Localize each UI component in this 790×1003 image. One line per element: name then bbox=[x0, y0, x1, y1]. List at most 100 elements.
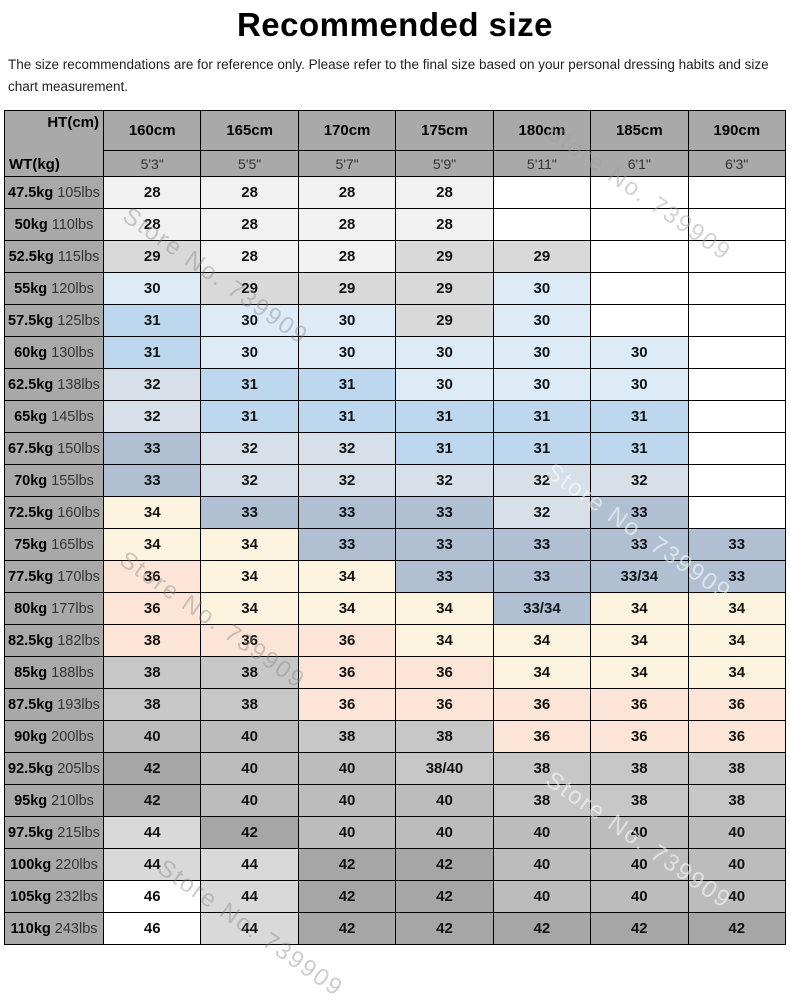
size-cell: 38 bbox=[590, 752, 689, 786]
weight-lbs: 110lbs bbox=[51, 216, 94, 233]
size-cell: 42 bbox=[687, 912, 787, 946]
size-cell: 44 bbox=[102, 848, 202, 882]
size-cell: 33 bbox=[395, 528, 494, 562]
size-cell: 42 bbox=[102, 784, 202, 818]
table-row: 85kg 188lbs 38 38 36 36 34 34 34 bbox=[4, 656, 787, 690]
size-cell: 46 bbox=[102, 880, 202, 914]
table-row: 47.5kg 105lbs 28 28 28 28 bbox=[4, 176, 787, 210]
size-cell: 40 bbox=[590, 848, 689, 882]
size-cell bbox=[687, 496, 787, 530]
size-cell: 38 bbox=[687, 784, 787, 818]
weight-lbs: 200lbs bbox=[51, 728, 94, 745]
size-cell bbox=[687, 464, 787, 498]
weight-row-label: 55kg 120lbs bbox=[4, 272, 104, 306]
weight-lbs: 205lbs bbox=[57, 760, 100, 777]
weight-lbs: 188lbs bbox=[51, 664, 94, 681]
size-cell: 30 bbox=[297, 304, 397, 338]
size-cell: 33 bbox=[297, 496, 397, 530]
weight-kg: 105kg bbox=[10, 888, 52, 905]
size-cell: 36 bbox=[590, 688, 689, 722]
size-cell bbox=[590, 208, 689, 242]
weight-row-label: 100kg 220lbs bbox=[4, 848, 104, 882]
size-cell: 38 bbox=[492, 752, 592, 786]
size-cell: 33 bbox=[590, 496, 689, 530]
weight-kg: 65kg bbox=[14, 408, 48, 425]
size-cell bbox=[687, 304, 787, 338]
weight-kg: 47.5kg bbox=[8, 184, 54, 201]
size-cell: 30 bbox=[395, 336, 494, 370]
size-cell: 32 bbox=[590, 464, 689, 498]
weight-lbs: 155lbs bbox=[51, 472, 94, 489]
height-ft-header: 5'11" bbox=[492, 150, 592, 178]
size-cell: 30 bbox=[590, 368, 689, 402]
size-cell: 28 bbox=[200, 240, 299, 274]
weight-lbs: 182lbs bbox=[57, 632, 100, 649]
size-cell: 33 bbox=[492, 560, 592, 594]
weight-kg: 55kg bbox=[14, 280, 48, 297]
size-cell bbox=[687, 176, 787, 210]
weight-row-label: 77.5kg 170lbs bbox=[4, 560, 104, 594]
size-cell: 33 bbox=[102, 432, 202, 466]
size-cell: 42 bbox=[297, 880, 397, 914]
size-cell: 34 bbox=[687, 656, 787, 690]
size-cell: 38 bbox=[687, 752, 787, 786]
size-cell: 29 bbox=[200, 272, 299, 306]
weight-row-label: 80kg 177lbs bbox=[4, 592, 104, 626]
size-cell: 30 bbox=[395, 368, 494, 402]
size-cell: 38/40 bbox=[395, 752, 494, 786]
size-cell: 36 bbox=[102, 560, 202, 594]
table-row: 97.5kg 215lbs 44 42 40 40 40 40 40 bbox=[4, 816, 787, 850]
size-cell: 36 bbox=[492, 720, 592, 754]
table-row: 55kg 120lbs 30 29 29 29 30 bbox=[4, 272, 787, 306]
size-cell: 42 bbox=[395, 880, 494, 914]
weight-lbs: 120lbs bbox=[51, 280, 94, 297]
height-ft-header: 5'7" bbox=[297, 150, 397, 178]
size-cell: 34 bbox=[395, 592, 494, 626]
weight-row-label: 60kg 130lbs bbox=[4, 336, 104, 370]
weight-kg: 90kg bbox=[14, 728, 48, 745]
header-row-cm: HT(cm) WT(kg) 160cm 165cm 170cm 175cm 180cm 1… bbox=[4, 110, 787, 178]
size-cell: 34 bbox=[492, 624, 592, 658]
header-row-ft: 5'3" 5'5" 5'7" 5'9" 5'11" 6'1" 6'3" bbox=[5, 150, 787, 178]
size-cell: 40 bbox=[297, 816, 397, 850]
size-cell: 42 bbox=[297, 912, 397, 946]
size-cell: 38 bbox=[102, 656, 202, 690]
weight-row-label: 105kg 232lbs bbox=[4, 880, 104, 914]
table-row: 80kg 177lbs 36 34 34 34 33/34 34 34 bbox=[4, 592, 787, 626]
size-cell: 34 bbox=[200, 528, 299, 562]
size-cell: 34 bbox=[590, 592, 689, 626]
weight-lbs: 215lbs bbox=[57, 824, 100, 841]
size-cell: 28 bbox=[297, 208, 397, 242]
weight-row-label: 65kg 145lbs bbox=[4, 400, 104, 434]
size-cell: 33 bbox=[492, 528, 592, 562]
size-cell: 33/34 bbox=[492, 592, 592, 626]
size-cell bbox=[687, 400, 787, 434]
size-cell: 33 bbox=[395, 560, 494, 594]
weight-row-label: 62.5kg 138lbs bbox=[4, 368, 104, 402]
size-cell: 40 bbox=[590, 880, 689, 914]
size-table: HT(cm) WT(kg) 160cm 165cm 170cm 175cm 180cm 1… bbox=[4, 110, 787, 946]
weight-kg: 77.5kg bbox=[8, 568, 54, 585]
table-row: 77.5kg 170lbs 36 34 34 33 33 33/34 33 bbox=[4, 560, 787, 594]
size-cell: 38 bbox=[297, 720, 397, 754]
size-cell bbox=[687, 336, 787, 370]
size-cell bbox=[687, 208, 787, 242]
weight-kg: 97.5kg bbox=[8, 824, 54, 841]
size-cell: 38 bbox=[395, 720, 494, 754]
size-cell: 34 bbox=[200, 592, 299, 626]
size-cell: 36 bbox=[492, 688, 592, 722]
size-cell: 32 bbox=[492, 496, 592, 530]
size-cell: 36 bbox=[590, 720, 689, 754]
weight-lbs: 145lbs bbox=[51, 408, 94, 425]
table-row: 52.5kg 115lbs 29 28 28 29 29 bbox=[4, 240, 787, 274]
weight-row-label: 72.5kg 160lbs bbox=[4, 496, 104, 530]
size-cell: 30 bbox=[200, 336, 299, 370]
weight-row-label: 75kg 165lbs bbox=[4, 528, 104, 562]
size-cell: 40 bbox=[395, 816, 494, 850]
weight-row-label: 52.5kg 115lbs bbox=[4, 240, 104, 274]
weight-lbs: 220lbs bbox=[55, 856, 98, 873]
size-cell: 32 bbox=[102, 368, 202, 402]
size-cell: 44 bbox=[200, 848, 299, 882]
table-row: 87.5kg 193lbs 38 38 36 36 36 36 36 bbox=[4, 688, 787, 722]
weight-kg: 100kg bbox=[10, 856, 52, 873]
